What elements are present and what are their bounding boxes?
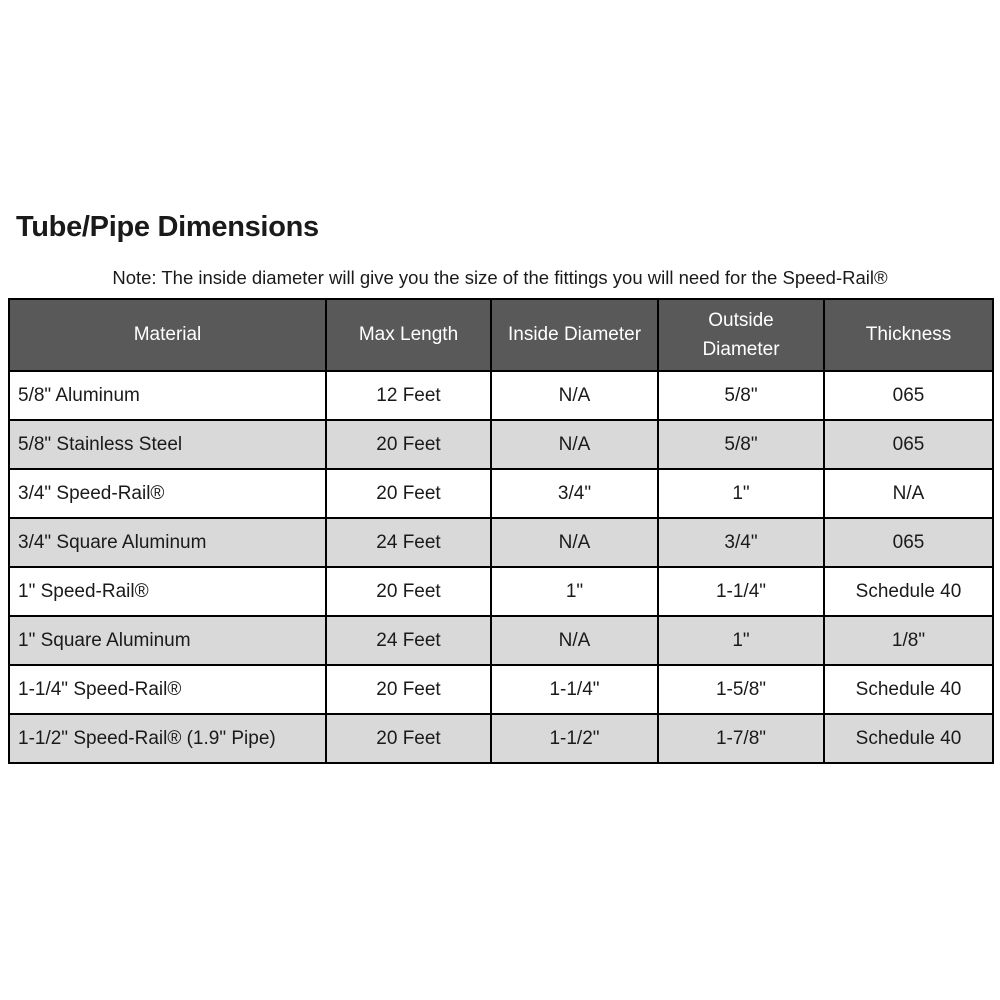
- cell-outside-diameter: 1": [657, 468, 825, 519]
- cell-material: 1-1/4" Speed-Rail®: [8, 664, 327, 715]
- column-header-max-length: Max Length: [325, 298, 492, 372]
- page-title: Tube/Pipe Dimensions: [16, 211, 319, 243]
- column-header-inside-diameter: Inside Diameter: [490, 298, 659, 372]
- table-row: 1-1/4" Speed-Rail® 20 Feet 1-1/4" 1-5/8"…: [8, 664, 994, 715]
- cell-outside-diameter: 1": [657, 615, 825, 666]
- table-row: 5/8" Aluminum 12 Feet N/A 5/8" 065: [8, 370, 994, 421]
- cell-thickness: 1/8": [823, 615, 994, 666]
- cell-inside-diameter: N/A: [490, 615, 659, 666]
- cell-material: 5/8" Stainless Steel: [8, 419, 327, 470]
- cell-outside-diameter: 1-7/8": [657, 713, 825, 764]
- cell-outside-diameter: 3/4": [657, 517, 825, 568]
- table-row: 3/4" Speed-Rail® 20 Feet 3/4" 1" N/A: [8, 468, 994, 519]
- table-row: 5/8" Stainless Steel 20 Feet N/A 5/8" 06…: [8, 419, 994, 470]
- cell-material: 3/4" Square Aluminum: [8, 517, 327, 568]
- cell-max-length: 24 Feet: [325, 517, 492, 568]
- cell-inside-diameter: 1": [490, 566, 659, 617]
- cell-inside-diameter: 1-1/4": [490, 664, 659, 715]
- table-row: 1" Square Aluminum 24 Feet N/A 1" 1/8": [8, 615, 994, 666]
- cell-thickness: Schedule 40: [823, 664, 994, 715]
- cell-inside-diameter: 1-1/2": [490, 713, 659, 764]
- cell-inside-diameter: N/A: [490, 370, 659, 421]
- cell-thickness: 065: [823, 419, 994, 470]
- cell-thickness: Schedule 40: [823, 566, 994, 617]
- column-header-thickness: Thickness: [823, 298, 994, 372]
- cell-material: 1" Square Aluminum: [8, 615, 327, 666]
- tube-pipe-dimensions-table: Material Max Length Inside Diameter Outs…: [8, 298, 994, 764]
- column-header-material: Material: [8, 298, 327, 372]
- header-row: Material Max Length Inside Diameter Outs…: [8, 298, 994, 372]
- cell-max-length: 20 Feet: [325, 468, 492, 519]
- table-row: 1" Speed-Rail® 20 Feet 1" 1-1/4" Schedul…: [8, 566, 994, 617]
- cell-max-length: 20 Feet: [325, 566, 492, 617]
- note-text: Note: The inside diameter will give you …: [112, 267, 888, 288]
- cell-max-length: 20 Feet: [325, 419, 492, 470]
- table-row: 3/4" Square Aluminum 24 Feet N/A 3/4" 06…: [8, 517, 994, 568]
- cell-thickness: Schedule 40: [823, 713, 994, 764]
- column-header-outside-diameter: Outside Diameter: [657, 298, 825, 372]
- cell-inside-diameter: N/A: [490, 419, 659, 470]
- cell-max-length: 24 Feet: [325, 615, 492, 666]
- cell-material: 1-1/2" Speed-Rail® (1.9" Pipe): [8, 713, 327, 764]
- cell-outside-diameter: 1-1/4": [657, 566, 825, 617]
- cell-material: 3/4" Speed-Rail®: [8, 468, 327, 519]
- cell-outside-diameter: 5/8": [657, 419, 825, 470]
- cell-thickness: N/A: [823, 468, 994, 519]
- table-row: 1-1/2" Speed-Rail® (1.9" Pipe) 20 Feet 1…: [8, 713, 994, 764]
- cell-thickness: 065: [823, 370, 994, 421]
- cell-max-length: 20 Feet: [325, 664, 492, 715]
- cell-max-length: 12 Feet: [325, 370, 492, 421]
- cell-inside-diameter: N/A: [490, 517, 659, 568]
- cell-outside-diameter: 1-5/8": [657, 664, 825, 715]
- cell-material: 1" Speed-Rail®: [8, 566, 327, 617]
- cell-max-length: 20 Feet: [325, 713, 492, 764]
- cell-thickness: 065: [823, 517, 994, 568]
- cell-outside-diameter: 5/8": [657, 370, 825, 421]
- cell-inside-diameter: 3/4": [490, 468, 659, 519]
- cell-material: 5/8" Aluminum: [8, 370, 327, 421]
